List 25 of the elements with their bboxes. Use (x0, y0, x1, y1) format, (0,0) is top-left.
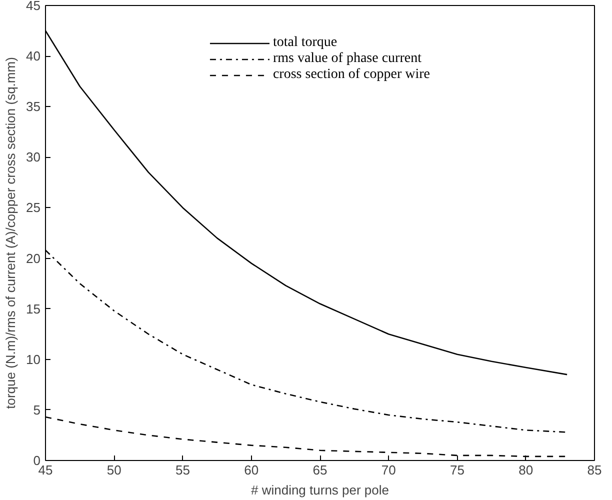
x-axis-title: # winding turns per pole (250, 482, 390, 498)
line-series (46, 30, 568, 376)
y-axis-title: torque (N.m)/rms of current (A)/copper cross section (sq.mm) (3, 57, 18, 409)
x-tick-label: 60 (244, 462, 259, 478)
y-tick-label: 5 (33, 402, 41, 418)
y-tick-label: 10 (26, 352, 41, 367)
x-tick-label: 75 (450, 462, 464, 478)
x-tick-label: 55 (176, 462, 190, 478)
legend-label: rms value of phase current (272, 51, 422, 67)
y-tick-label: 45 (26, 0, 41, 13)
x-tick-label: 85 (587, 462, 602, 478)
x-tick-label: 50 (106, 462, 122, 478)
x-tick-label: 80 (518, 462, 534, 478)
y-tick-label: 35 (26, 99, 41, 114)
x-tick-label: 70 (381, 462, 396, 478)
legend-label: total torque (272, 35, 338, 51)
x-tick-label: 65 (312, 462, 328, 478)
y-tick-label: 0 (33, 453, 41, 468)
y-tick-label: 20 (26, 250, 41, 266)
y-tick-label: 40 (26, 48, 41, 64)
y-tick-label: 30 (26, 150, 41, 165)
legend-label: cross section of copper wire (272, 67, 430, 83)
y-tick-label: 15 (26, 301, 41, 316)
line-series (46, 250, 568, 433)
y-tick-label: 25 (26, 200, 41, 216)
